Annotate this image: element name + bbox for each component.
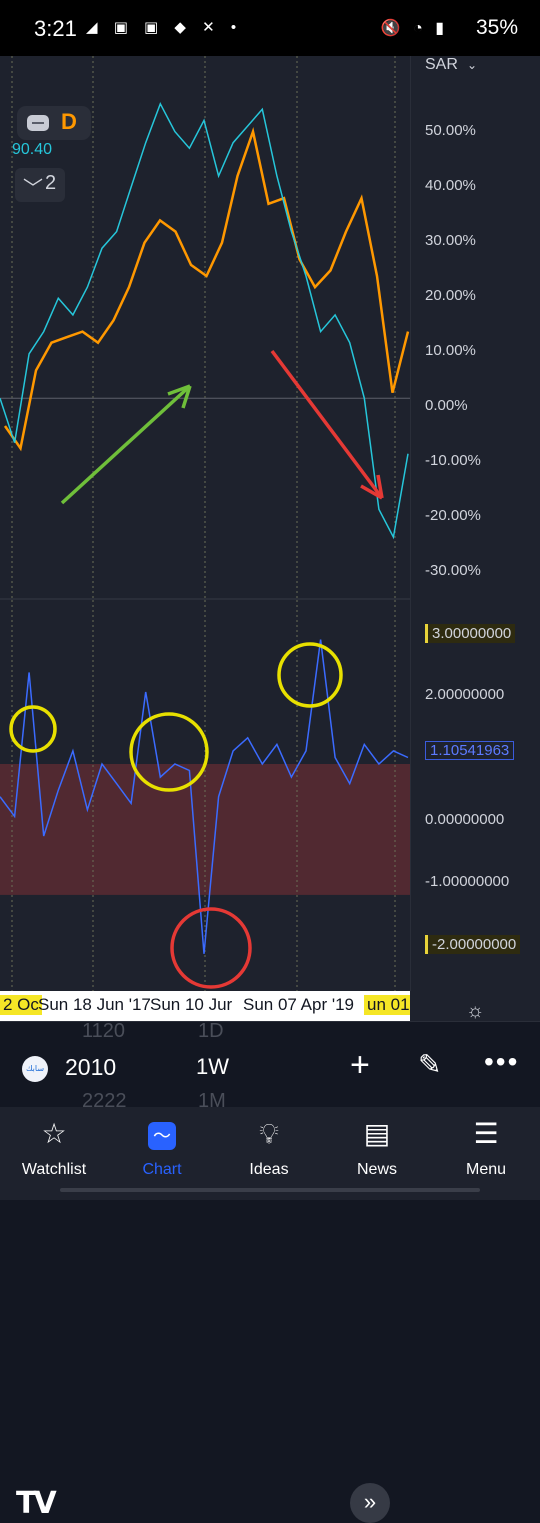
red-highlight-circle <box>170 907 252 989</box>
add-plus-icon[interactable]: + <box>350 1046 370 1084</box>
price-scale[interactable]: SAR ⌄ 50.00% 40.00% 30.00% 20.00% 10.00%… <box>410 56 540 991</box>
scroll-to-realtime-button[interactable]: » <box>350 1483 390 1523</box>
arrow-shaft <box>60 384 192 505</box>
cyan-series-line <box>0 101 409 540</box>
price-tick: 50.00% <box>425 122 476 139</box>
nav-label: Menu <box>465 1161 507 1178</box>
connectivity-icons: 🔇 ◔ ▮ <box>380 20 448 37</box>
battery-percent: 35% <box>475 16 518 39</box>
news-icon: ▤ <box>363 1118 391 1149</box>
yellow-highlight-circle <box>129 712 209 792</box>
red-down-arrow <box>270 349 384 500</box>
green-up-arrow <box>60 384 192 505</box>
orange-series-line <box>3 126 410 452</box>
price-tick: 40.00% <box>425 177 476 194</box>
symbol-ghost-above: 1120 <box>82 1020 126 1042</box>
chevron-down-icon[interactable]: ⌄ <box>467 58 478 72</box>
lightbulb-icon: 💡︎ <box>259 1118 279 1149</box>
arrow-shaft <box>270 349 384 500</box>
more-options-icon[interactable]: ••• <box>484 1046 520 1077</box>
time-label: Sun 18 Jun '17 <box>38 995 151 1014</box>
timeframe-badge: D <box>61 109 77 134</box>
arrow-head <box>167 384 192 409</box>
star-icon: ☆ <box>41 1118 67 1149</box>
indicator-pane[interactable]: 𝗧𝗩 » <box>0 600 410 1523</box>
nav-label: Chart <box>142 1161 182 1178</box>
price-tick: 10.00% <box>425 342 476 359</box>
pane-separator[interactable] <box>0 598 540 600</box>
double-chevron-right-icon: » <box>363 1489 377 1514</box>
interval-selector[interactable]: 1W <box>196 1054 229 1079</box>
symbol-ghost-below: 2222 <box>82 1090 127 1112</box>
bottom-navigation: ☆ Watchlist 〜 Chart 💡︎ Ideas ▤ News ☰ Me… <box>0 1107 540 1200</box>
nav-label: News <box>356 1161 397 1178</box>
indicator-tick: -2.00000000 <box>425 935 521 954</box>
indicator-tick: -1.00000000 <box>425 873 510 890</box>
price-tick: -30.00% <box>425 562 481 579</box>
yellow-highlight-circle <box>277 642 343 708</box>
time-label: Sun 07 Apr '19 <box>243 995 354 1014</box>
menu-icon: ☰ <box>473 1118 499 1149</box>
interval-ghost-above: 1D <box>198 1020 224 1042</box>
legend-count: 2 <box>45 172 57 194</box>
indicator-tick: 2.00000000 <box>425 686 505 703</box>
time-label: Sun 10 Jur <box>150 995 233 1014</box>
indicator-current-value: 1.10541963 <box>425 741 515 760</box>
price-tick: 0.00% <box>425 397 468 414</box>
interval-ghost-below: 1M <box>198 1090 226 1112</box>
symbol-selector[interactable]: 2010 <box>65 1054 117 1080</box>
nav-label: Watchlist <box>21 1161 87 1178</box>
currency-selector[interactable]: SAR <box>425 56 458 73</box>
drawing-pen-icon[interactable]: ✎ <box>418 1049 442 1080</box>
tradingview-logo: 𝗧𝗩 <box>16 1487 57 1520</box>
chevron-down-icon: ﹀ <box>23 178 43 200</box>
price-tick: 30.00% <box>425 232 476 249</box>
nav-ideas[interactable]: 💡︎ Ideas <box>219 1115 319 1179</box>
indicator-line <box>0 639 409 954</box>
indicator-chart <box>0 600 410 991</box>
yellow-highlight-circle <box>9 705 57 753</box>
minus-icon[interactable] <box>27 115 49 131</box>
symbol-logo: سابك <box>22 1056 48 1082</box>
time-axis[interactable]: 2 Oc Sun 18 Jun '17 Sun 10 Jur Sun 07 Ap… <box>0 991 540 1021</box>
visibility-toggle[interactable]: D <box>17 106 91 140</box>
symbol-toolbar: 1120 1D سابك 2010 1W 2222 1M + ✎ ••• <box>0 1020 540 1112</box>
time-label: 2 Oc <box>0 995 42 1015</box>
collapse-legend-button[interactable]: ﹀ 2 <box>15 168 65 202</box>
price-tick: -10.00% <box>425 452 481 469</box>
nav-label: Ideas <box>249 1161 289 1178</box>
notification-icons: ◢ ▣ ▣ ◆ ✕ • <box>86 19 243 36</box>
comparison-chart <box>0 56 410 598</box>
arrow-head <box>360 474 384 500</box>
symbol-last-value: 90.40 <box>12 141 53 158</box>
nav-news[interactable]: ▤ News <box>327 1115 427 1179</box>
status-bar: 3:21 ◢ ▣ ▣ ◆ ✕ • 🔇 ◔ ▮ 35% <box>0 0 540 56</box>
chart-area[interactable]: D 90.40 ﹀ 2 𝗧𝗩 » SAR ⌄ 50.00% 40.00% 30.… <box>0 56 540 1523</box>
settings-gear-icon[interactable]: ☼ <box>466 1000 485 1022</box>
nav-menu[interactable]: ☰ Menu <box>436 1115 536 1179</box>
nav-chart[interactable]: 〜 Chart <box>112 1115 212 1179</box>
price-tick: -20.00% <box>425 507 481 524</box>
indicator-tick: 3.00000000 <box>425 624 516 643</box>
status-time: 3:21 <box>34 16 77 41</box>
home-indicator <box>60 1188 480 1192</box>
time-axis-corner <box>410 991 540 1021</box>
main-price-pane[interactable]: D 90.40 ﹀ 2 <box>0 56 410 598</box>
nav-watchlist[interactable]: ☆ Watchlist <box>4 1115 104 1179</box>
indicator-tick: 0.00000000 <box>425 811 505 828</box>
chart-icon: 〜 <box>112 1115 212 1153</box>
price-tick: 20.00% <box>425 287 476 304</box>
